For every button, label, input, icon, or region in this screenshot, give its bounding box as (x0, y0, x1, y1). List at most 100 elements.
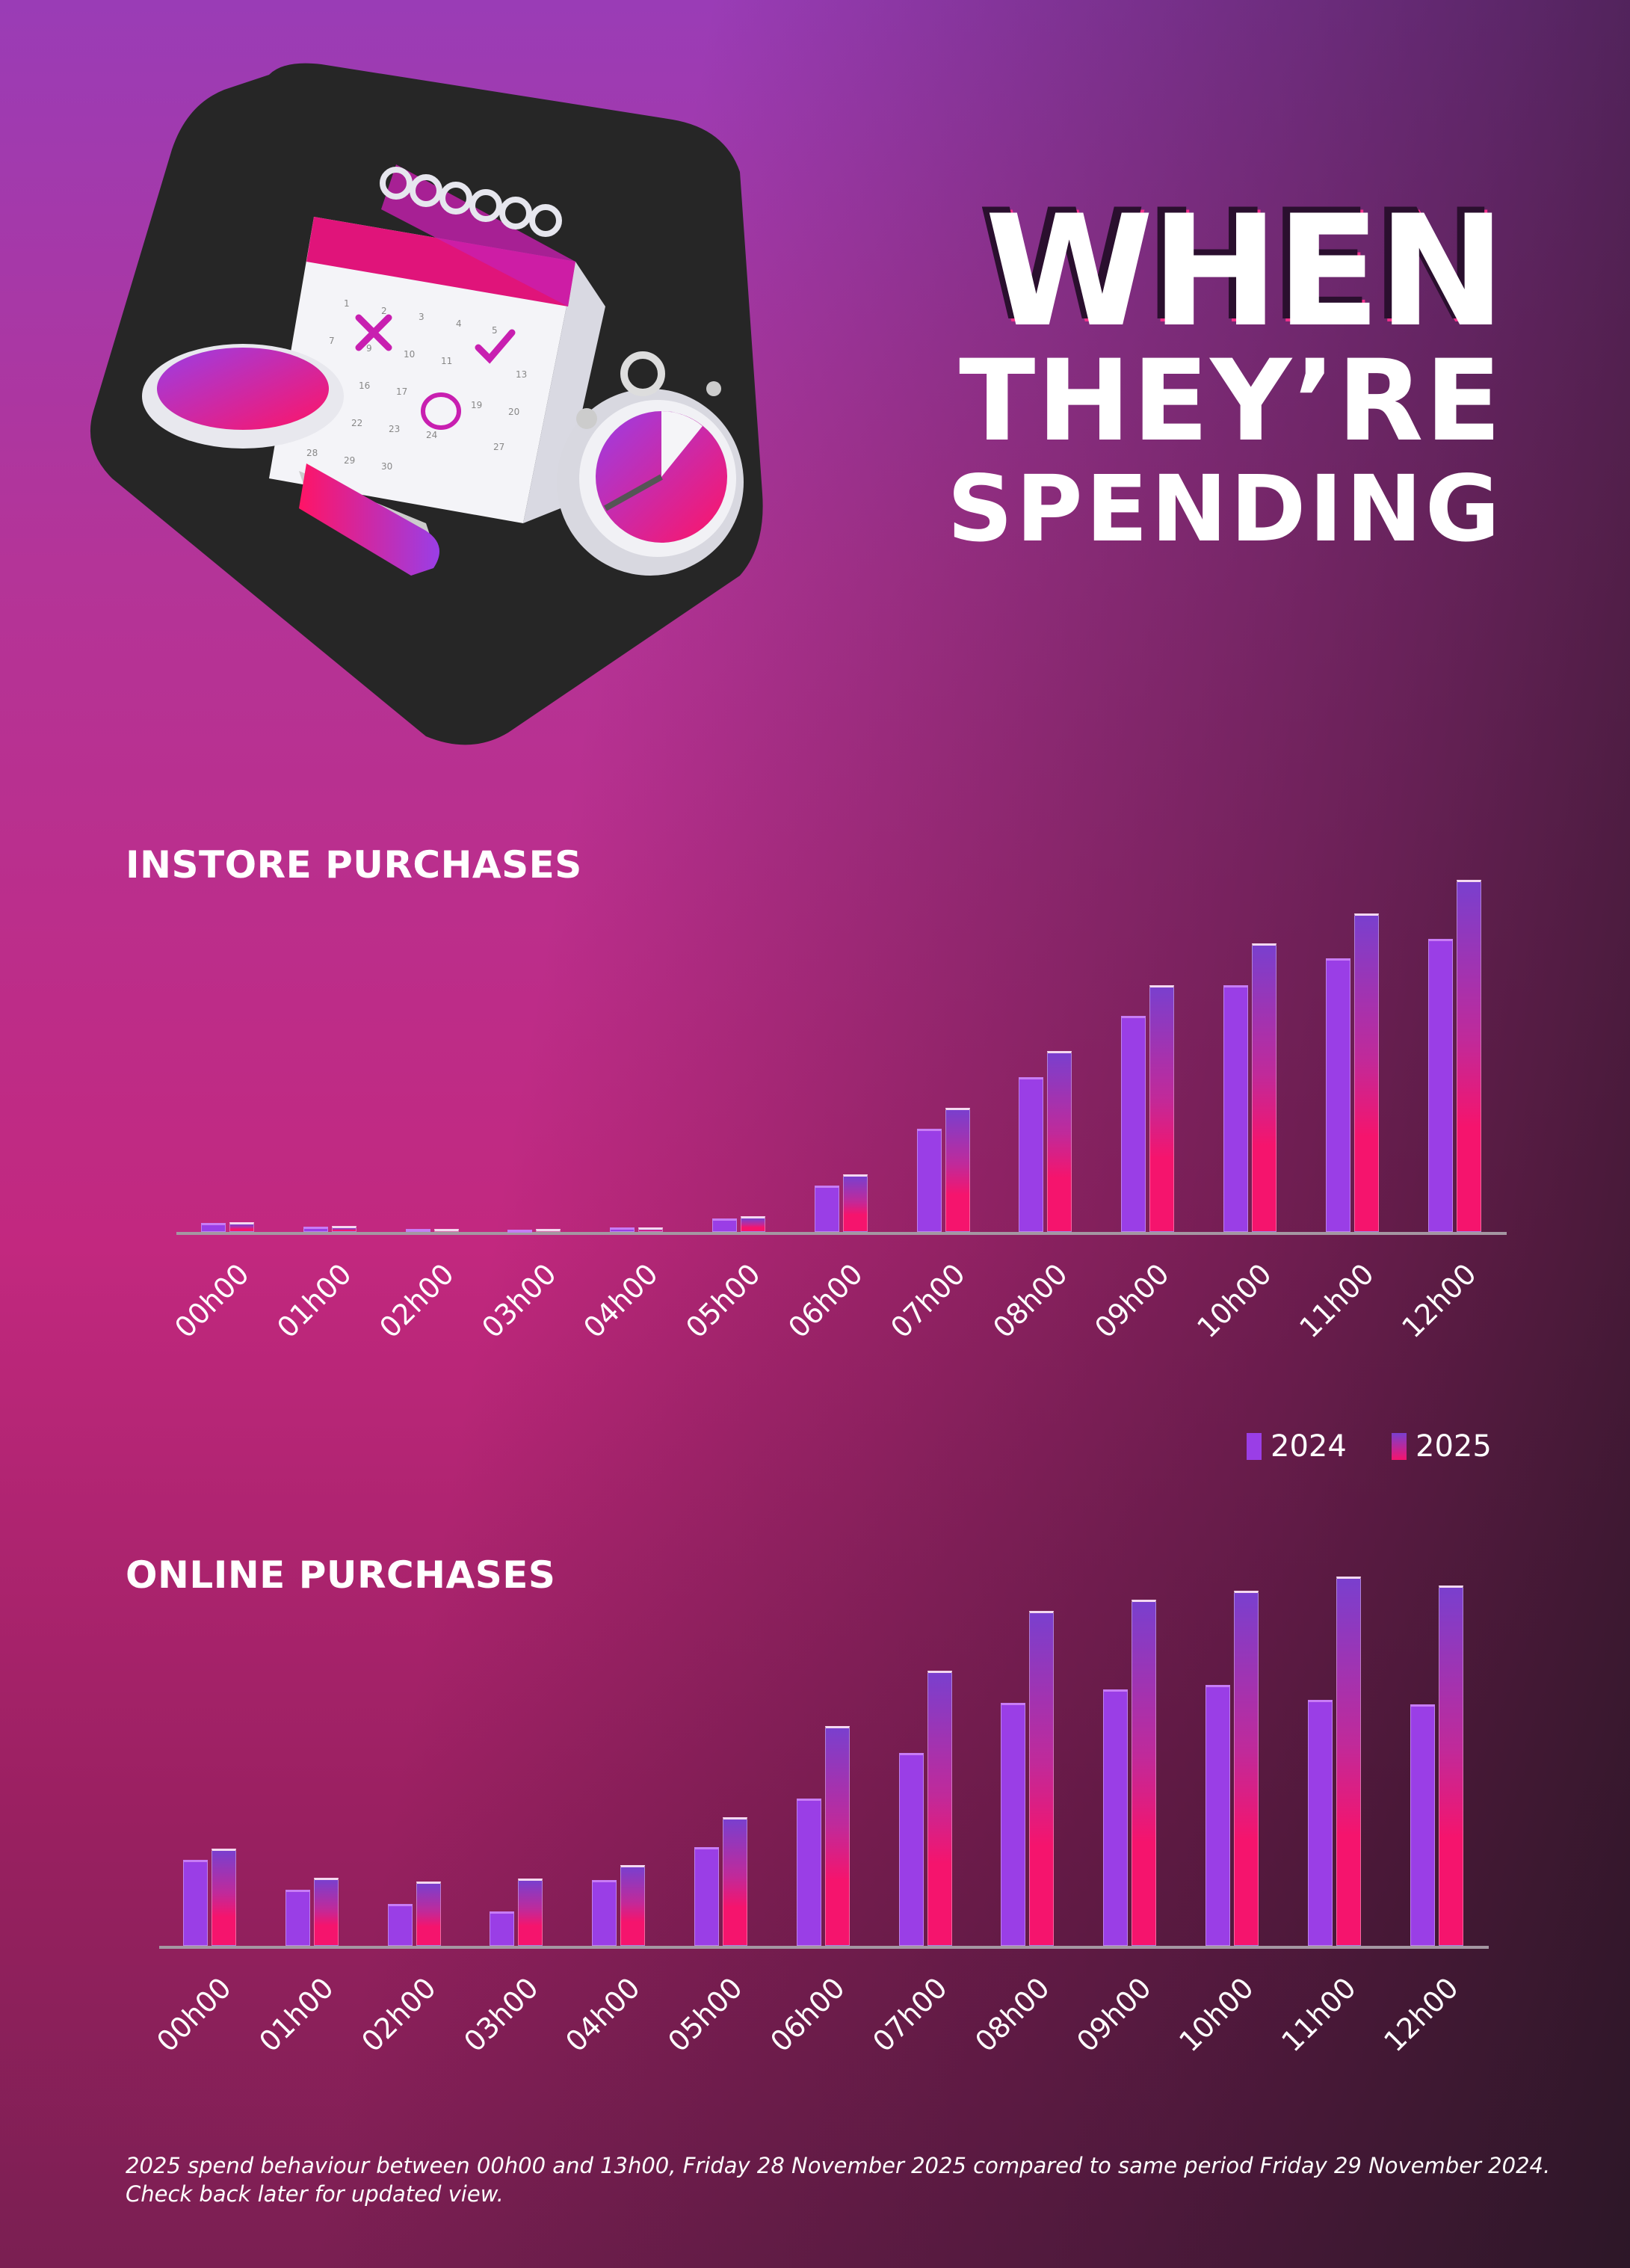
legend-label-2025: 2025 (1416, 1429, 1492, 1464)
svg-text:30: 30 (381, 461, 392, 472)
svg-text:9: 9 (366, 343, 372, 354)
instore-bar-2024-06h00 (814, 1186, 839, 1232)
instore-bar-2024-09h00 (1121, 1016, 1146, 1232)
online-bar-2025-04h00 (620, 1865, 646, 1946)
online-x-tick-label: 12h00 (1377, 1970, 1465, 2059)
instore-x-tick-label: 11h00 (1293, 1257, 1380, 1345)
stopwatch-icon (557, 351, 744, 576)
legend-swatch-2025 (1392, 1433, 1407, 1460)
instore-chart-title: INSTORE PURCHASES (126, 843, 582, 887)
instore-bar-2024-00h00 (201, 1222, 226, 1232)
online-bar-2024-03h00 (490, 1911, 515, 1946)
online-bar-2025-12h00 (1438, 1585, 1463, 1946)
online-bar-2024-04h00 (592, 1879, 617, 1946)
svg-text:5: 5 (492, 325, 498, 336)
magnifying-glass-icon (142, 344, 439, 576)
online-x-tick-label: 08h00 (968, 1970, 1056, 2059)
online-bar-2025-10h00 (1234, 1590, 1259, 1946)
legend-item-2025: 2025 (1392, 1429, 1492, 1464)
svg-text:27: 27 (493, 442, 504, 452)
online-bar-2024-09h00 (1103, 1689, 1129, 1946)
footnote-line-1: 2025 spend behaviour between 00h00 and 1… (126, 2153, 1551, 2178)
svg-text:29: 29 (344, 455, 355, 466)
instore-bar-2025-12h00 (1456, 880, 1481, 1232)
svg-text:16: 16 (359, 380, 370, 391)
title-line-theyre: THEY’RE (959, 336, 1503, 466)
online-x-tick-label: 02h00 (355, 1970, 442, 2059)
svg-text:13: 13 (516, 369, 527, 380)
instore-bar-2025-11h00 (1353, 913, 1379, 1232)
instore-bar-2025-07h00 (945, 1107, 970, 1232)
legend-label-2024: 2024 (1271, 1429, 1347, 1464)
online-x-tick-label: 11h00 (1275, 1970, 1362, 2059)
svg-text:23: 23 (389, 424, 400, 434)
instore-bar-2024-03h00 (507, 1229, 533, 1233)
online-bar-2025-06h00 (824, 1726, 850, 1946)
svg-text:1: 1 (344, 298, 350, 309)
instore-bar-2025-05h00 (741, 1216, 765, 1232)
online-bar-2025-05h00 (723, 1817, 747, 1946)
online-bar-2024-08h00 (1001, 1703, 1026, 1946)
online-x-tick-label: 00h00 (150, 1970, 238, 2059)
instore-x-axis (176, 1232, 1507, 1235)
legend-item-2024: 2024 (1247, 1429, 1347, 1464)
instore-x-tick-label: 04h00 (577, 1257, 665, 1345)
instore-bar-2024-12h00 (1427, 938, 1453, 1232)
online-bar-2025-02h00 (416, 1882, 441, 1946)
online-x-tick-label: 06h00 (764, 1970, 851, 2059)
instore-bar-2024-07h00 (916, 1128, 942, 1232)
online-x-tick-label: 01h00 (253, 1970, 340, 2059)
online-bar-2024-00h00 (183, 1860, 208, 1946)
footnote: 2025 spend behaviour between 00h00 and 1… (126, 2151, 1550, 2208)
online-bar-2025-01h00 (313, 1878, 339, 1946)
instore-bar-2024-02h00 (405, 1228, 430, 1232)
svg-text:3: 3 (419, 312, 425, 322)
online-bar-2024-12h00 (1410, 1704, 1435, 1946)
instore-bar-2025-01h00 (331, 1225, 356, 1232)
svg-text:17: 17 (396, 386, 407, 397)
instore-x-tick-label: 02h00 (373, 1257, 460, 1345)
online-bar-2024-11h00 (1307, 1699, 1333, 1946)
footnote-line-2: Check back later for updated view. (126, 2181, 504, 2207)
instore-bar-2025-04h00 (638, 1227, 664, 1232)
svg-text:7: 7 (329, 336, 335, 346)
instore-x-tick-label: 05h00 (679, 1257, 767, 1345)
instore-bar-2024-01h00 (303, 1226, 328, 1232)
instore-bar-2025-02h00 (433, 1228, 459, 1232)
svg-text:19: 19 (471, 400, 482, 410)
instore-bar-2024-08h00 (1019, 1076, 1044, 1232)
instore-x-tick-label: 09h00 (1088, 1257, 1176, 1345)
online-bar-2025-08h00 (1029, 1610, 1055, 1946)
svg-text:10: 10 (404, 349, 415, 360)
title-line-spending: SPENDING (947, 456, 1503, 562)
svg-text:22: 22 (351, 418, 362, 428)
instore-bar-2025-00h00 (229, 1222, 254, 1232)
instore-x-tick-label: 03h00 (475, 1257, 563, 1345)
instore-bar-2025-08h00 (1047, 1051, 1072, 1232)
online-bar-2024-06h00 (796, 1799, 821, 1946)
legend-swatch-2024 (1247, 1433, 1262, 1460)
online-bar-2025-09h00 (1132, 1599, 1157, 1946)
online-x-tick-label: 05h00 (661, 1970, 749, 2059)
svg-text:20: 20 (508, 407, 519, 417)
online-x-tick-label: 07h00 (866, 1970, 954, 2059)
instore-bar-2025-09h00 (1149, 985, 1175, 1232)
svg-text:2: 2 (381, 306, 387, 316)
online-bar-2024-10h00 (1205, 1685, 1230, 1946)
online-chart-title: ONLINE PURCHASES (126, 1553, 556, 1597)
svg-text:28: 28 (306, 448, 318, 458)
instore-bar-2024-04h00 (610, 1227, 635, 1232)
online-x-tick-label: 04h00 (559, 1970, 647, 2059)
online-x-tick-label: 03h00 (457, 1970, 545, 2059)
online-bar-2024-07h00 (898, 1752, 924, 1946)
svg-text:11: 11 (441, 356, 452, 366)
instore-bar-2025-03h00 (536, 1229, 561, 1233)
instore-bar-2024-05h00 (712, 1218, 737, 1232)
instore-bar-2024-11h00 (1325, 958, 1350, 1232)
online-bar-2025-00h00 (212, 1849, 236, 1946)
online-x-axis (159, 1946, 1489, 1949)
svg-text:24: 24 (426, 430, 437, 440)
online-bar-2024-05h00 (694, 1847, 719, 1946)
